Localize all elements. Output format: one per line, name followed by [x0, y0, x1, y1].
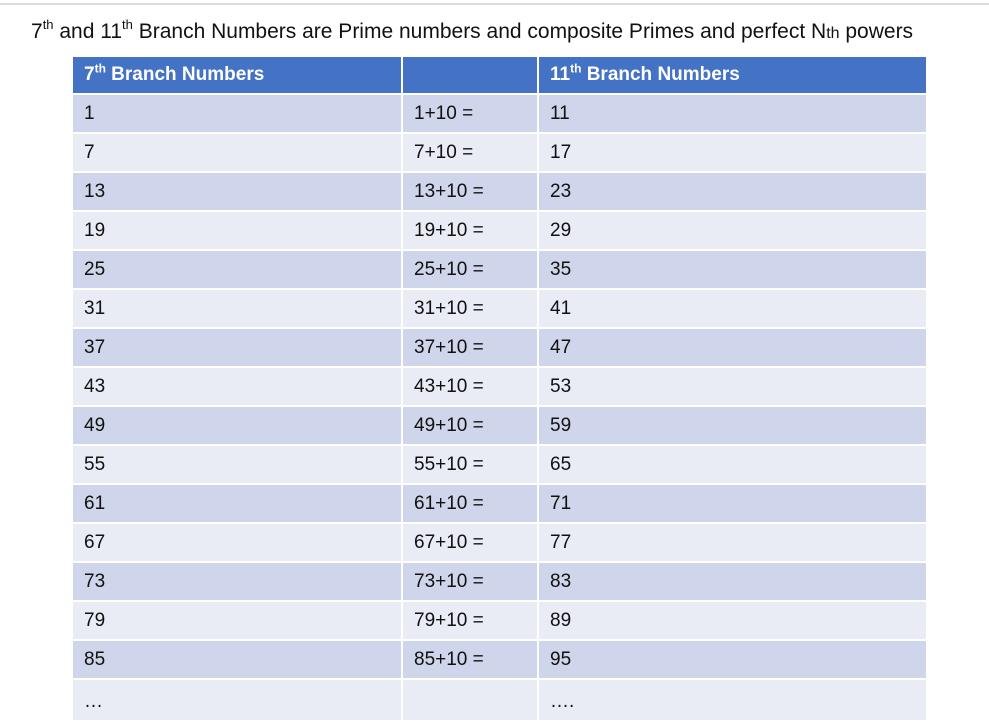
branch-7-cell: 73	[73, 561, 403, 601]
branch-11-cell: 89	[538, 600, 926, 640]
table-row: 19 19+10 = 29	[73, 210, 926, 250]
branch-7-cell: 37	[73, 327, 403, 367]
table-row: 31 31+10 = 41	[73, 288, 926, 328]
formula-cell: 73+10 =	[402, 561, 539, 601]
formula-cell: 1+10 =	[402, 93, 539, 133]
branch-11-cell: 29	[538, 210, 926, 250]
table-row: 67 67+10 = 77	[73, 522, 926, 562]
table-row: 55 55+10 = 65	[73, 444, 926, 484]
formula-cell: 31+10 =	[402, 288, 539, 328]
header-7th-branch: 7th Branch Numbers	[73, 57, 403, 94]
table-row: … ….	[73, 678, 926, 720]
branch-7-cell: 43	[73, 366, 403, 406]
branch-7-cell: 67	[73, 522, 403, 562]
table-body: 1 1+10 = 11 7 7+10 = 17 13 13+10 = 23 19 19+10 = 29…	[73, 93, 926, 720]
header-blank	[402, 57, 539, 94]
header-11th-branch: 11th Branch Numbers	[538, 57, 926, 94]
branch-7-cell: 25	[73, 249, 403, 289]
branch-7-cell: …	[73, 678, 403, 720]
formula-cell: 67+10 =	[402, 522, 539, 562]
branch-11-cell: 53	[538, 366, 926, 406]
branch-7-cell: 13	[73, 171, 403, 211]
table-row: 1 1+10 = 11	[73, 93, 926, 133]
formula-cell: 19+10 =	[402, 210, 539, 250]
formula-cell: 49+10 =	[402, 405, 539, 445]
branch-11-cell: ….	[538, 678, 926, 720]
formula-cell: 85+10 =	[402, 639, 539, 679]
formula-cell: 13+10 =	[402, 171, 539, 211]
branch-numbers-table: 7th Branch Numbers 11th Branch Numbers 1…	[73, 57, 926, 720]
formula-cell: 37+10 =	[402, 327, 539, 367]
branch-11-cell: 71	[538, 483, 926, 523]
branch-7-cell: 85	[73, 639, 403, 679]
table-row: 79 79+10 = 89	[73, 600, 926, 640]
table-row: 43 43+10 = 53	[73, 366, 926, 406]
formula-cell: 25+10 =	[402, 249, 539, 289]
top-divider	[0, 3, 989, 5]
branch-7-cell: 55	[73, 444, 403, 484]
page-title: 7th and 11th Branch Numbers are Prime nu…	[31, 17, 914, 43]
branch-7-cell: 7	[73, 132, 403, 172]
branch-11-cell: 65	[538, 444, 926, 484]
formula-cell: 7+10 =	[402, 132, 539, 172]
branch-7-cell: 1	[73, 93, 403, 133]
branch-7-cell: 61	[73, 483, 403, 523]
branch-7-cell: 49	[73, 405, 403, 445]
table-row: 61 61+10 = 71	[73, 483, 926, 523]
formula-cell: 55+10 =	[402, 444, 539, 484]
formula-cell: 61+10 =	[402, 483, 539, 523]
branch-11-cell: 23	[538, 171, 926, 211]
branch-11-cell: 83	[538, 561, 926, 601]
formula-cell: 43+10 =	[402, 366, 539, 406]
branch-11-cell: 17	[538, 132, 926, 172]
branch-11-cell: 11	[538, 93, 926, 133]
branch-11-cell: 41	[538, 288, 926, 328]
branch-11-cell: 95	[538, 639, 926, 679]
table-row: 25 25+10 = 35	[73, 249, 926, 289]
formula-cell	[402, 678, 539, 720]
table-row: 73 73+10 = 83	[73, 561, 926, 601]
table-row: 85 85+10 = 95	[73, 639, 926, 679]
branch-7-cell: 79	[73, 600, 403, 640]
table-row: 37 37+10 = 47	[73, 327, 926, 367]
branch-11-cell: 35	[538, 249, 926, 289]
table-row: 13 13+10 = 23	[73, 171, 926, 211]
branch-11-cell: 59	[538, 405, 926, 445]
formula-cell: 79+10 =	[402, 600, 539, 640]
branch-7-cell: 31	[73, 288, 403, 328]
branch-11-cell: 77	[538, 522, 926, 562]
table-header-row: 7th Branch Numbers 11th Branch Numbers	[73, 57, 926, 94]
table-row: 49 49+10 = 59	[73, 405, 926, 445]
table-row: 7 7+10 = 17	[73, 132, 926, 172]
branch-11-cell: 47	[538, 327, 926, 367]
branch-7-cell: 19	[73, 210, 403, 250]
